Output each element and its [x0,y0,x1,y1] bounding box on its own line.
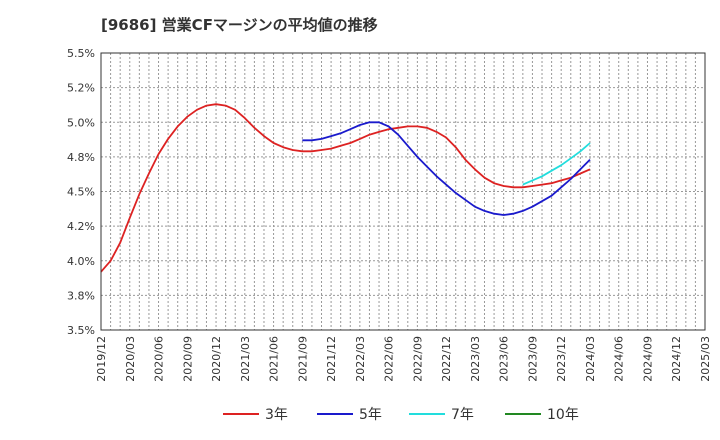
legend: 3年 5年 7年 10年 [223,407,579,423]
legend-label: 7年 [451,407,474,423]
x-tick-label: 2024/03 [584,336,597,382]
legend-label: 3年 [265,407,288,423]
x-tick-label: 2021/06 [268,336,281,382]
y-tick-label: 5.0% [67,116,95,129]
x-tick-label: 2020/12 [210,336,223,382]
y-tick-label: 5.2% [67,82,95,95]
x-tick-label: 2021/09 [296,336,309,382]
x-tick-label: 2022/09 [411,336,424,382]
y-tick-label: 4.5% [67,186,95,199]
x-axis-ticks: 2019/12 2020/03 2020/06 2020/09 2020/12 2021/… [95,336,712,382]
y-axis-ticks: 3.5% 3.8% 4.0% 4.2% 4.5% 4.8% 5.0% 5.2% 5.5% [67,47,95,337]
x-tick-label: 2021/03 [239,336,252,382]
y-tick-label: 4.0% [67,255,95,268]
x-tick-label: 2024/06 [613,336,626,382]
chart-title: [9686] 営業CFマージンの平均値の推移 [101,16,378,34]
x-tick-label: 2025/03 [699,336,712,382]
x-tick-label: 2024/12 [670,336,683,382]
y-tick-label: 4.8% [67,151,95,164]
plot-frame [100,52,706,331]
series-line-1 [100,103,591,273]
y-tick-label: 5.5% [67,47,95,60]
y-tick-label: 3.8% [67,289,95,302]
legend-label: 5年 [359,407,382,423]
x-tick-label: 2023/06 [498,336,511,382]
series-lines [100,103,591,273]
y-tick-label: 3.5% [67,324,95,337]
x-tick-label: 2022/06 [383,336,396,382]
x-tick-label: 2020/03 [124,336,137,382]
series-line-2 [302,121,591,216]
x-tick-label: 2023/03 [469,336,482,382]
x-tick-label: 2020/06 [153,336,166,382]
x-tick-label: 2022/12 [440,336,453,382]
series-line-3 [522,142,591,186]
x-tick-label: 2023/12 [555,336,568,382]
y-tick-label: 4.2% [67,220,95,233]
x-tick-label: 2023/09 [526,336,539,382]
legend-label: 10年 [547,407,579,423]
x-tick-label: 2020/09 [181,336,194,382]
grid [100,52,706,331]
x-tick-label: 2019/12 [95,336,108,382]
x-tick-label: 2024/09 [641,336,654,382]
x-tick-label: 2022/03 [354,336,367,382]
x-tick-label: 2021/12 [325,336,338,382]
